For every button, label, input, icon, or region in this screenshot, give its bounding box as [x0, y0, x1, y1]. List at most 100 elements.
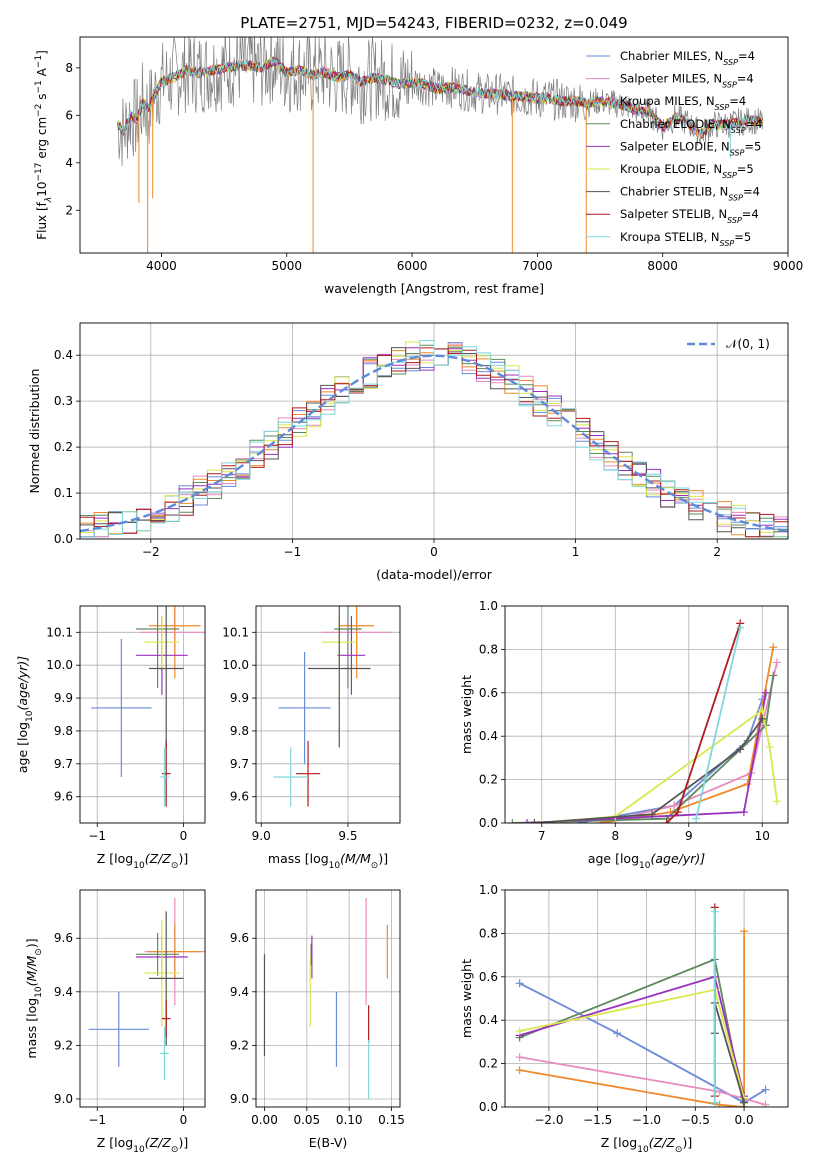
axes-frame: [255, 605, 401, 824]
legend-nssp: =4: [737, 72, 754, 86]
x-tick-label: 7000: [522, 259, 553, 273]
y-tick-label: 9.6: [54, 931, 73, 945]
x-axis-label: Z [log10(Z/Z⊙)]: [601, 1135, 692, 1155]
histogram-step-line: [80, 340, 788, 538]
label-part: mass [log: [24, 998, 39, 1059]
label-part: )]: [178, 1135, 188, 1150]
y-tick-label: 9.0: [54, 1092, 73, 1106]
plus-marker: [515, 1066, 524, 1075]
y-tick-label: 10.1: [222, 625, 249, 639]
y-tick-label: 0.3: [54, 394, 73, 408]
mass-vs-metallicity-panel: −1 09.09.29.49.6Z [log10(Z/Z⊙)]mass [log1…: [24, 889, 206, 1155]
y-tick-label: 10.1: [46, 625, 73, 639]
label-part: ⊙: [171, 1145, 179, 1155]
y-tick-label: 9.2: [230, 1038, 249, 1052]
label-part: λ: [44, 197, 54, 203]
y-tick-label: 0.1: [54, 486, 73, 500]
x-tick-label: 0: [430, 545, 438, 559]
label-part: age [log: [588, 851, 639, 866]
plus-marker: [772, 658, 781, 667]
y-tick-label: 0.6: [479, 970, 498, 984]
plus-marker: [537, 819, 546, 823]
label-part: −1: [34, 55, 44, 68]
label-part: Z [log: [97, 1135, 133, 1150]
plus-marker: [710, 907, 719, 916]
axes-frame: [79, 322, 789, 540]
mass-weight-lines: [515, 903, 770, 1107]
y-axis-label: mass weight: [459, 675, 474, 754]
label-part: A: [35, 67, 49, 80]
plus-marker: [736, 745, 745, 754]
y-tick-label: 0.4: [479, 1013, 498, 1027]
x-tick-label: 0.10: [336, 1113, 363, 1127]
plus-marker: [740, 927, 749, 936]
legend-series-name: Salpeter STELIB, N: [620, 207, 727, 221]
legend-entry: Kroupa STELIB, NSSP=5: [620, 230, 751, 248]
y-axis-label: Normed distribution: [27, 369, 42, 494]
spectrum-panel: 4000 5000 6000 7000 8000 9000 2 4 6 8 wavelength […: [34, 36, 803, 296]
y-tick-label: 9.6: [230, 931, 249, 945]
y-tick-label: 9.7: [54, 757, 73, 771]
y-tick-label: 0.8: [479, 926, 498, 940]
x-tick-label: 0: [180, 1113, 188, 1127]
legend-subscript: SSP: [727, 216, 742, 225]
y-tick-label: 1.0: [479, 883, 498, 897]
x-axis-label: age [log10(age/yr)]: [588, 851, 705, 871]
plus-marker: [710, 1098, 719, 1107]
label-part: (Z/Z: [649, 1135, 676, 1150]
x-tick-label: 0.0: [735, 1113, 754, 1127]
label-part: mass [log: [268, 851, 329, 866]
label-part: )]: [24, 938, 39, 948]
axes-frame: [504, 605, 789, 824]
label-part: 10: [25, 710, 35, 722]
axes-frame: [504, 889, 789, 1108]
y-tick-label: 9.8: [54, 724, 73, 738]
legend-series-name: Chabrier ELODIE, N: [620, 117, 731, 131]
label-part: s: [35, 94, 49, 104]
y-tick-label: 0.6: [479, 686, 498, 700]
label-part: )]: [178, 851, 188, 866]
label-part: 10: [637, 1145, 649, 1155]
x-axis-label: wavelength [Angstrom, rest frame]: [324, 281, 544, 296]
y-tick-label: 6: [65, 108, 73, 122]
model-spectrum-line: [117, 56, 763, 140]
x-tick-label: 0.15: [378, 1113, 405, 1127]
label-part: age [log: [15, 722, 30, 773]
x-axis-label: (data-model)/error: [376, 567, 493, 582]
y-tick-label: 9.9: [54, 691, 73, 705]
age-vs-mass-panel: 9.0 9.5 9.6 9.7 9.8 9.9 10.0 10.1 mass [log10(M/…: [222, 605, 401, 871]
plus-marker: [765, 743, 774, 752]
mass-weight-lines: [508, 619, 781, 823]
plus-marker: [761, 1100, 770, 1107]
legend-entry: Kroupa ELODIE, NSSP=5: [620, 162, 754, 180]
label-part: ⊙: [371, 861, 379, 871]
mass-weight-line: [695, 627, 742, 819]
plus-marker: [715, 1087, 724, 1096]
mass-weight-line: [519, 1056, 766, 1106]
label-part: (Z/Z: [145, 1135, 172, 1150]
plus-marker: [761, 1085, 770, 1094]
y-tick-label: 0.0: [479, 816, 498, 830]
x-tick-label: 8000: [647, 259, 678, 273]
y-axis-label: mass weight: [459, 959, 474, 1038]
legend-series-name: Salpeter ELODIE, N: [620, 139, 730, 153]
label-part: )]: [682, 1135, 692, 1150]
y-axis-label: age [log10(age/yr)]: [15, 656, 35, 773]
label-part: (age/yr)]: [650, 851, 705, 866]
label-part: Z [log: [97, 851, 133, 866]
label-part: ]: [35, 50, 49, 55]
legend-nssp: =4: [746, 117, 763, 131]
legend-subscript: SSP: [715, 103, 730, 112]
legend-subscript: SSP: [720, 238, 735, 247]
plus-marker: [772, 797, 781, 806]
label-part: −2: [34, 104, 44, 117]
plus-marker: [523, 819, 532, 823]
label-part: ⊙: [34, 948, 44, 956]
plus-marker: [673, 808, 682, 817]
label-part: 10: [639, 861, 651, 871]
legend-entry: Salpeter STELIB, NSSP=4: [620, 207, 759, 225]
x-tick-label: 9.5: [338, 829, 357, 843]
legend-entry: Kroupa MILES, NSSP=4: [620, 94, 746, 112]
label-part: −1: [34, 80, 44, 93]
legend-entry: Chabrier ELODIE, NSSP=4: [620, 117, 762, 135]
